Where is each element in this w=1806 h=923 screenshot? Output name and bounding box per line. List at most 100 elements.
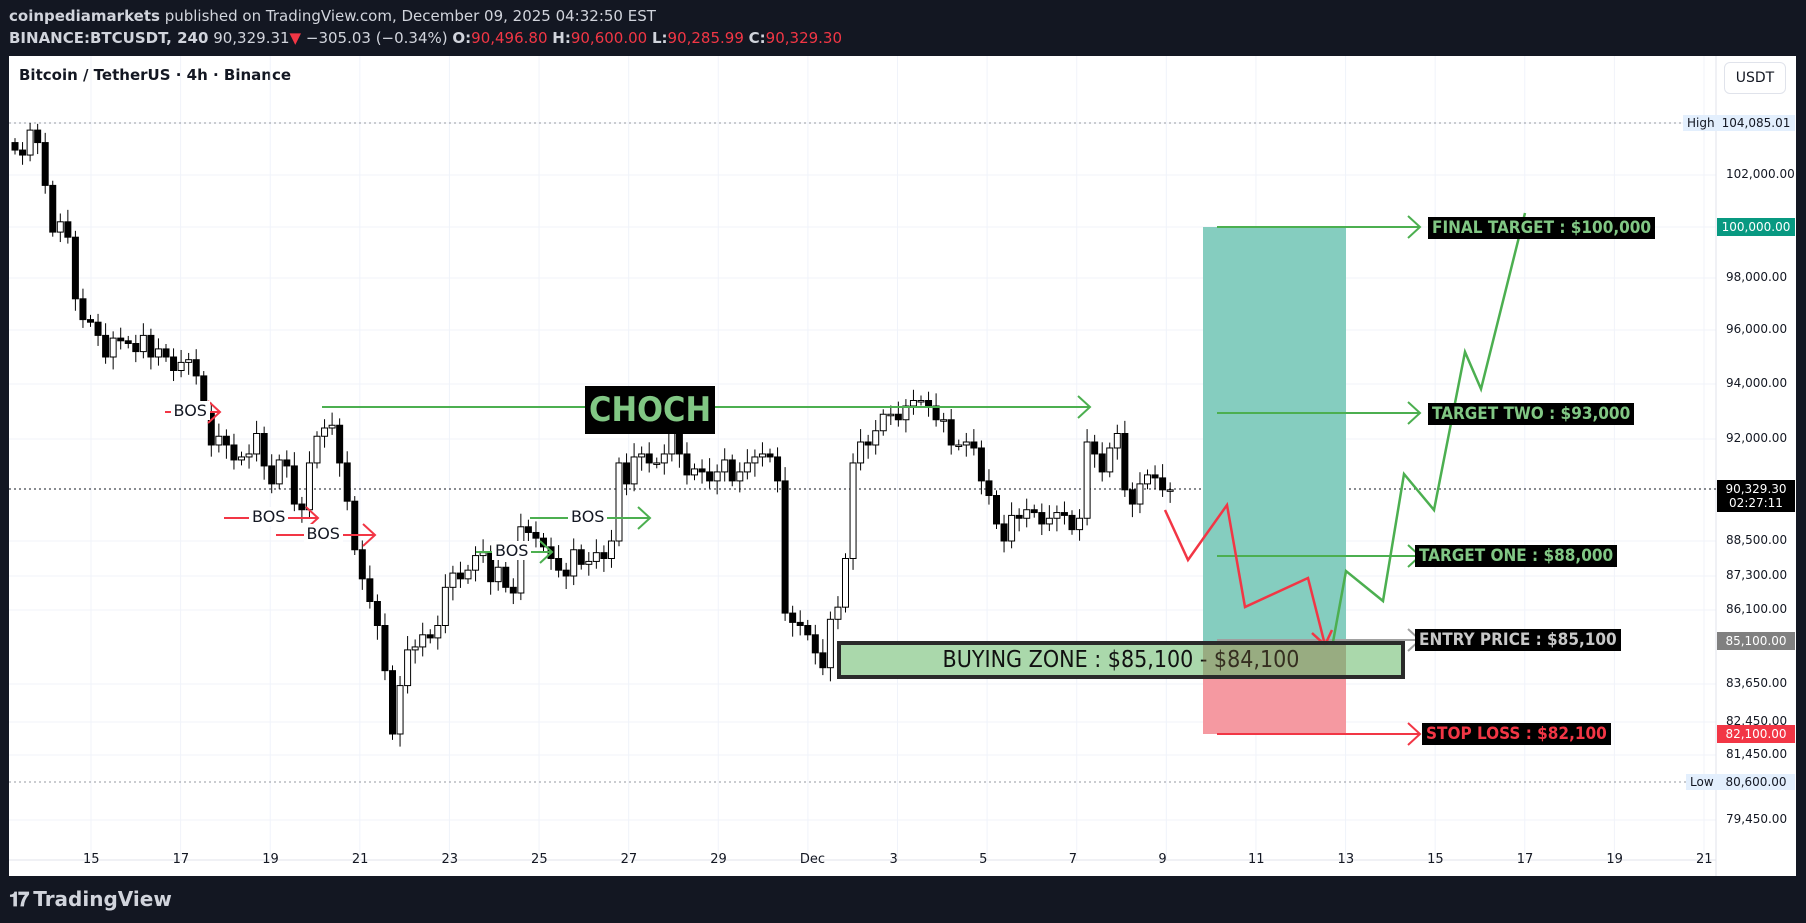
date-tick-label: 21 [351, 852, 369, 867]
bearish-candle [19, 149, 27, 156]
bullish-candle [1076, 517, 1084, 531]
date-tick-label: 29 [710, 852, 727, 867]
open-label: O: [452, 29, 472, 47]
bullish-candle [826, 618, 834, 669]
low-value: 80,600.00 [1717, 774, 1795, 790]
bearish-candle [509, 586, 517, 594]
bearish-candle [932, 405, 940, 421]
bearish-candle [1060, 512, 1068, 516]
date-tick-label: 11 [1247, 852, 1265, 867]
bullish-candle [215, 435, 223, 446]
bos-label[interactable]: BOS [492, 541, 532, 560]
date-tick-label: 23 [441, 852, 458, 867]
open-value: 90,496.80 [471, 29, 548, 47]
bullish-candle [494, 566, 502, 583]
buying-zone-box[interactable]: BUYING ZONE : $85,100 - $84,100 [837, 641, 1405, 679]
date-tick-label: 3 [889, 852, 898, 867]
bearish-candle [290, 465, 298, 505]
bearish-candle [343, 462, 351, 502]
bearish-candle [600, 552, 608, 560]
bos-label[interactable]: BOS [170, 401, 210, 420]
final-target-label[interactable]: FINAL TARGET : $100,000 [1428, 217, 1656, 239]
bullish-candle [479, 552, 487, 557]
entry-price-label[interactable]: ENTRY PRICE : $85,100 [1415, 629, 1621, 651]
bullish-candle [585, 560, 593, 565]
bullish-candle [592, 552, 600, 562]
bos-arrow-arrowhead-icon [362, 523, 377, 547]
target-two-label[interactable]: TARGET TWO : $93,000 [1428, 403, 1635, 425]
bullish-candle [154, 348, 162, 358]
bullish-candle [305, 462, 313, 511]
bos-label[interactable]: BOS [303, 524, 343, 543]
bearish-candle [381, 625, 389, 672]
brand-name: TradingView [33, 887, 172, 911]
bos-label[interactable]: BOS [249, 507, 289, 526]
bullish-candle [419, 634, 427, 648]
currency-button[interactable]: USDT [1724, 62, 1786, 94]
bos-label[interactable]: BOS [568, 507, 608, 526]
bearish-candle [456, 572, 464, 580]
profit-zone [1203, 227, 1346, 641]
bearish-candle [1121, 433, 1129, 491]
bearish-candle [1038, 512, 1046, 525]
bearish-candle [132, 343, 140, 353]
bullish-candle [449, 572, 457, 588]
bullish-candle [441, 586, 449, 626]
bullish-candle [872, 430, 880, 446]
bearish-candle [366, 578, 374, 602]
bearish-candle [555, 558, 563, 571]
bullish-candle [185, 359, 193, 363]
bearish-candle [977, 447, 985, 482]
countdown: 02:27:11 [1729, 496, 1783, 510]
bullish-candle [857, 441, 865, 464]
bullish-candle [275, 459, 283, 485]
bearish-candle [524, 526, 532, 533]
bearish-candle [41, 142, 49, 186]
bullish-candle [253, 433, 261, 455]
bullish-candle [109, 337, 117, 358]
bullish-candle [721, 459, 729, 473]
symbol-line: BINANCE:BTCUSDT, 240 90,329.31▼ −305.03 … [9, 29, 842, 47]
bullish-candle [404, 649, 412, 687]
bullish-candle [238, 456, 245, 461]
stop-loss-arrow-arrowhead-icon [1407, 722, 1422, 746]
bearish-candle [706, 471, 714, 482]
bearish-candle [71, 236, 79, 300]
date-tick-label: 13 [1337, 852, 1355, 867]
bearish-candle [1151, 474, 1159, 479]
target-one-label[interactable]: TARGET ONE : $88,000 [1415, 545, 1618, 567]
bullish-candle [653, 462, 661, 465]
stop-loss-label[interactable]: STOP LOSS : $82,100 [1422, 723, 1611, 745]
bearish-candle [117, 337, 125, 342]
bearish-candle [1000, 523, 1008, 542]
bearish-candle [1128, 489, 1136, 505]
bearish-candle [623, 462, 631, 485]
bullish-candle [464, 569, 472, 580]
bearish-candle [1068, 514, 1076, 531]
date-tick-label: 19 [1606, 852, 1623, 867]
choch-label[interactable]: CHOCH [585, 386, 716, 434]
bullish-candle [743, 462, 751, 473]
bearish-candle [373, 601, 381, 626]
last-price: 90,329.31 [213, 29, 290, 47]
bullish-candle [849, 462, 857, 560]
bearish-candle [819, 652, 827, 669]
bearish-candle [645, 453, 653, 464]
bearish-candle [532, 531, 540, 539]
date-tick-label: 15 [83, 852, 100, 867]
bullish-candle [396, 685, 404, 735]
bullish-candle [607, 540, 615, 559]
low-value: 90,285.99 [667, 29, 744, 47]
bullish-candle [638, 453, 646, 458]
bearish-candle [222, 435, 230, 446]
bullish-candle [434, 625, 442, 639]
high-label: H: [552, 29, 571, 47]
bos-arrow-arrowhead-icon [207, 400, 222, 424]
price-tick-label: 94,000.00 [1726, 376, 1788, 390]
close-value: 90,329.30 [765, 29, 843, 47]
bearish-candle [64, 221, 72, 238]
tradingview-logo[interactable]: 𝟏𝟕 TradingView [9, 887, 172, 911]
bullish-candle [842, 558, 849, 608]
price-tick-label: 98,000.00 [1726, 270, 1788, 284]
